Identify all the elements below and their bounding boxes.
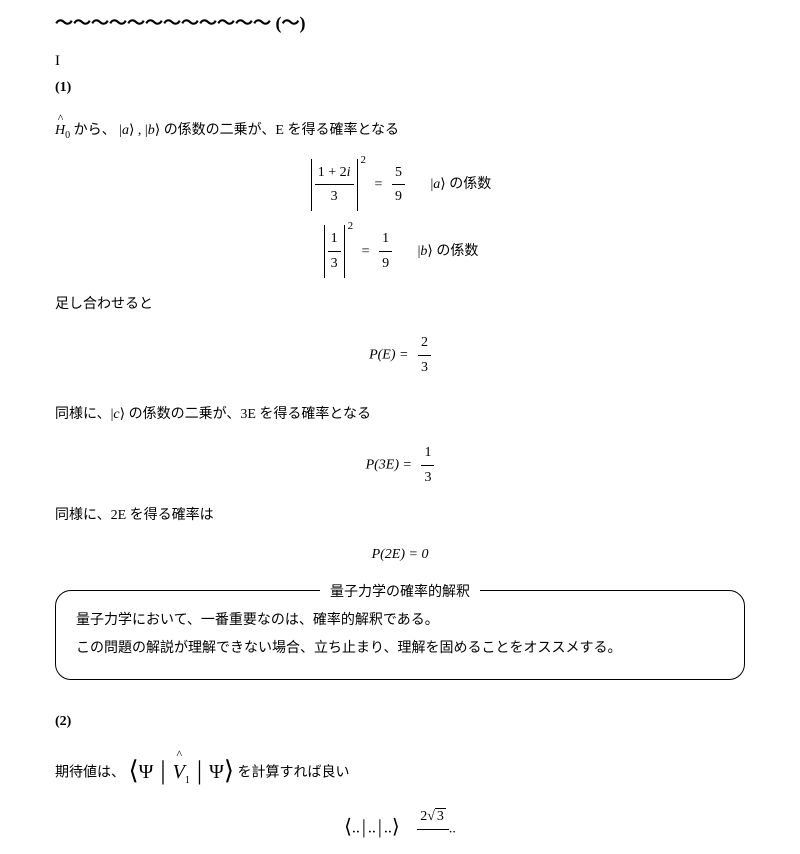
note-ket-a: |a⟩ の係数 <box>430 173 491 197</box>
paragraph-2e: 同様に、2E を得る確率は <box>55 503 745 528</box>
equation-coeff-b: 1 3 2 = 1 9 |b⟩ の係数 <box>55 225 745 278</box>
equation-prob-e: P(E) = 2 3 <box>55 331 745 380</box>
callout-line-2: この問題の解説が理解できない場合、立ち止まり、理解を固めることをオススメする。 <box>76 635 724 663</box>
equation-coeff-a: 1 + 2i 3 2 = 5 9 |a⟩ の係数 <box>55 159 745 212</box>
section-roman-one: I <box>55 49 745 75</box>
equation-prob-3e: P(3E) = 1 3 <box>55 441 745 490</box>
callout-box-title: 量子力学の確率的解釈 <box>320 579 480 607</box>
subsection-two: (2) <box>55 710 745 734</box>
note-ket-b: |b⟩ の係数 <box>418 240 479 264</box>
partial-bottom-equation: ⟨..|..|..⟩ 23 .. <box>55 805 745 854</box>
equation-prob-2e: P(2E) = 0 <box>55 543 745 567</box>
page-title: 〜〜〜〜〜〜〜〜〜〜〜〜 (〜) <box>55 8 745 39</box>
para1-pre: から、 <box>74 123 116 138</box>
subsection-one: (1) <box>55 76 745 100</box>
ket-b: |b⟩ <box>145 123 160 138</box>
braket-expectation: ⟨Ψ | V1 | Ψ⟩ <box>129 750 235 797</box>
ket-c: |c⟩ <box>111 407 126 422</box>
callout-line-1: 量子力学において、一番重要なのは、確率的解釈である。 <box>76 607 724 635</box>
ket-a: |a⟩ <box>119 123 134 138</box>
h0-subscript: 0 <box>65 130 70 141</box>
h0-hat: H <box>55 118 65 143</box>
callout-box-probabilistic: 量子力学の確率的解釈 量子力学において、一番重要なのは、確率的解釈である。 この… <box>55 590 745 680</box>
paragraph-expectation: 期待値は、 ⟨Ψ | V1 | Ψ⟩ を計算すれば良い <box>55 750 745 797</box>
paragraph-sum: 足し合わせると <box>55 292 745 317</box>
paragraph-3e: 同様に、|c⟩ の係数の二乗が、3E を得る確率となる <box>55 402 745 427</box>
para1-mid: の係数の二乗が、E を得る確率となる <box>164 123 399 138</box>
paragraph-h0-coefficients: H0 から、 |a⟩ , |b⟩ の係数の二乗が、E を得る確率となる <box>55 118 745 145</box>
